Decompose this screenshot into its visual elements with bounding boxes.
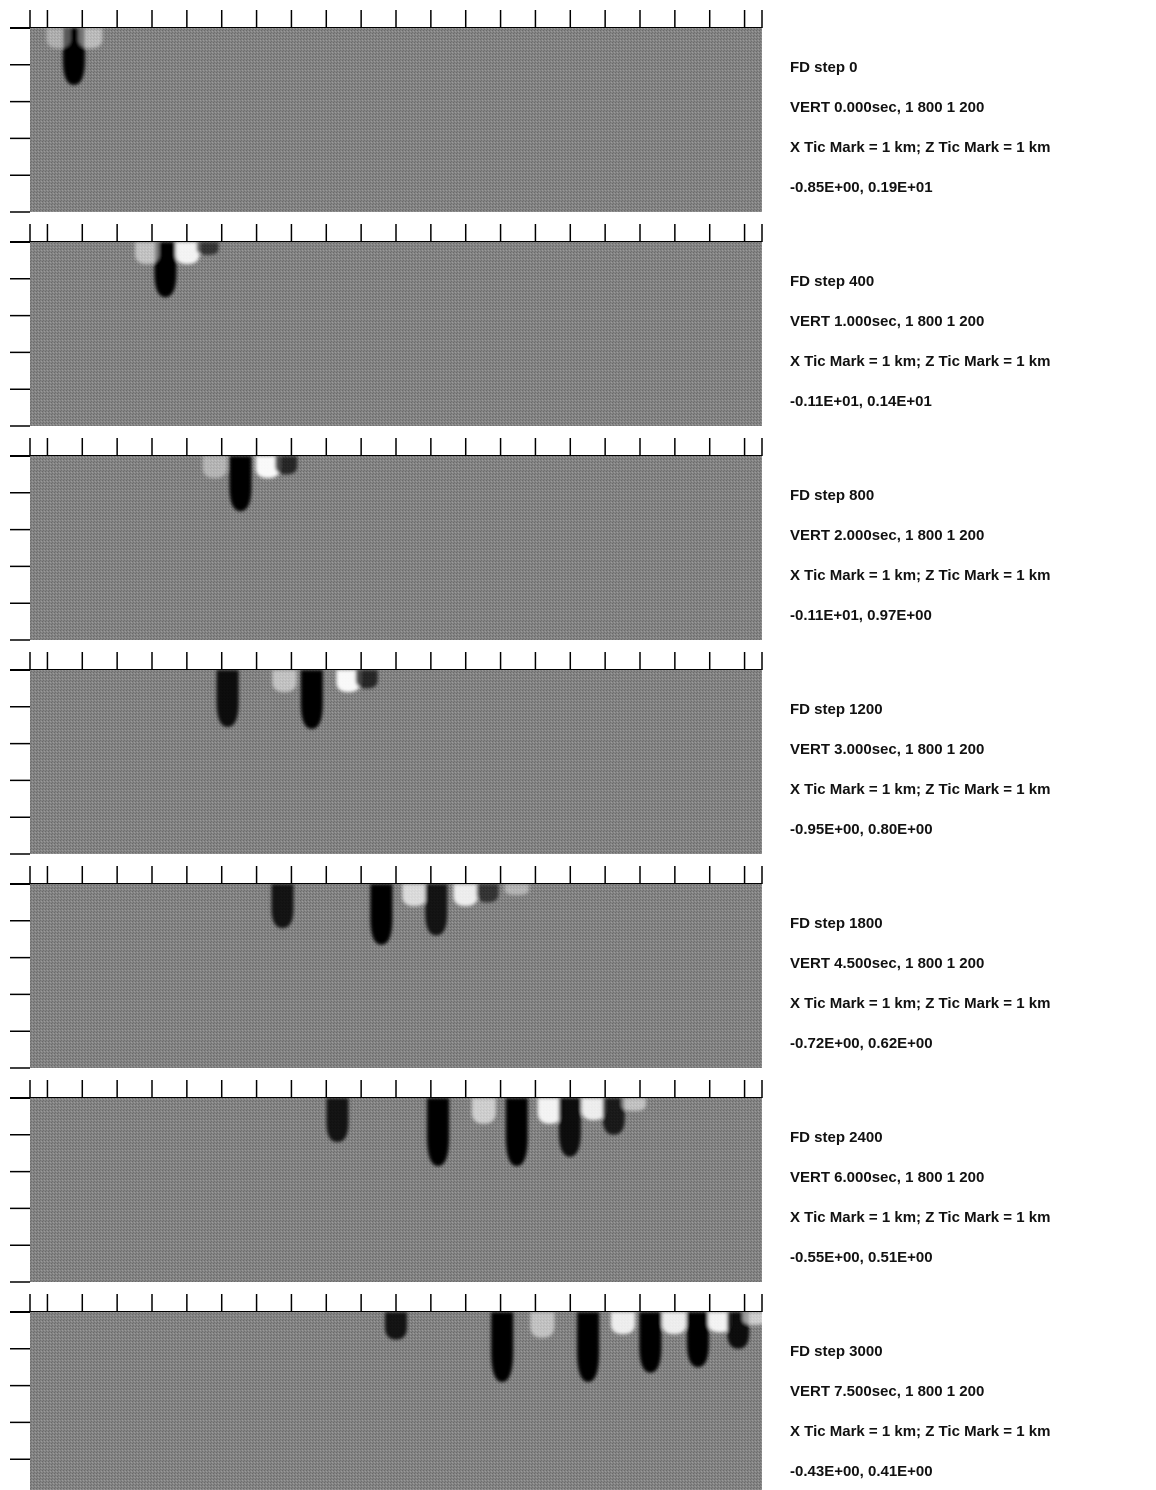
positive-wavefront-lobe	[742, 1312, 762, 1325]
amplitude-range-label: -0.11E+01, 0.97E+00	[790, 607, 932, 624]
wavefield-image	[30, 242, 762, 426]
positive-wavefront-lobe	[707, 1312, 732, 1333]
snapshot-panel: FD step 3000 VERT 7.500sec, 1 800 1 200 X …	[10, 1294, 1050, 1490]
positive-wavefront-lobe	[46, 28, 71, 49]
negative-wavefront-lobe	[154, 242, 177, 298]
fd-step-label: FD step 0	[790, 59, 858, 76]
negative-wavefront-lobe	[216, 670, 239, 728]
negative-wavefront-lobe	[602, 1098, 625, 1135]
fd-step-label: FD step 3000	[790, 1343, 883, 1360]
wavefield-image	[30, 884, 762, 1068]
negative-wavefront-lobe	[355, 670, 378, 689]
amplitude-range-label: -0.55E+00, 0.51E+00	[790, 1249, 933, 1266]
tic-mark-label: X Tic Mark = 1 km; Z Tic Mark = 1 km	[790, 995, 1050, 1012]
snapshot-panel: FD step 0 VERT 0.000sec, 1 800 1 200 X Tic…	[10, 10, 1050, 213]
vert-time-label: VERT 1.000sec, 1 800 1 200	[790, 313, 984, 330]
positive-wavefront-lobe	[471, 1098, 496, 1124]
vert-time-label: VERT 7.500sec, 1 800 1 200	[790, 1383, 984, 1400]
wavefield-image	[30, 1098, 762, 1282]
fd-step-label: FD step 800	[790, 487, 874, 504]
positive-wavefront-lobe	[537, 1098, 562, 1124]
positive-wavefront-lobe	[402, 884, 427, 907]
negative-wavefront-lobe	[229, 456, 252, 512]
snapshot-panel: FD step 800 VERT 2.000sec, 1 800 1 200 X T…	[10, 438, 1050, 641]
amplitude-range-label: -0.85E+00, 0.19E+01	[790, 179, 933, 196]
tic-mark-label: X Tic Mark = 1 km; Z Tic Mark = 1 km	[790, 1209, 1050, 1226]
negative-wavefront-lobe	[385, 1312, 407, 1340]
negative-wavefront-lobe	[300, 670, 323, 729]
positive-wavefront-lobe	[135, 242, 160, 265]
snapshot-panel: FD step 400 VERT 1.000sec, 1 800 1 200 X T…	[10, 224, 1050, 427]
positive-wavefront-lobe	[255, 456, 280, 479]
vert-time-label: VERT 0.000sec, 1 800 1 200	[790, 99, 984, 116]
snapshot-panel: FD step 1200 VERT 3.000sec, 1 800 1 200 X …	[10, 652, 1050, 855]
negative-wavefront-lobe	[425, 884, 448, 936]
positive-wavefront-lobe	[175, 242, 200, 265]
fd-step-label: FD step 2400	[790, 1129, 883, 1146]
negative-wavefront-lobe	[476, 884, 499, 903]
negative-wavefront-lobe	[326, 1098, 349, 1143]
positive-wavefront-lobe	[202, 456, 227, 479]
wavefield-image	[30, 456, 762, 640]
negative-wavefront-lobe	[558, 1098, 581, 1157]
positive-wavefront-lobe	[78, 28, 103, 49]
fd-step-label: FD step 1800	[790, 915, 883, 932]
tic-mark-label: X Tic Mark = 1 km; Z Tic Mark = 1 km	[790, 1423, 1050, 1440]
tic-mark-label: X Tic Mark = 1 km; Z Tic Mark = 1 km	[790, 781, 1050, 798]
vert-time-label: VERT 3.000sec, 1 800 1 200	[790, 741, 984, 758]
tic-mark-label: X Tic Mark = 1 km; Z Tic Mark = 1 km	[790, 139, 1050, 156]
amplitude-range-label: -0.72E+00, 0.62E+00	[790, 1035, 933, 1052]
negative-wavefront-lobe	[370, 884, 393, 945]
wavefield-image	[30, 670, 762, 854]
negative-wavefront-lobe	[639, 1312, 662, 1373]
negative-wavefront-lobe	[505, 1098, 528, 1167]
negative-wavefront-lobe	[491, 1312, 514, 1382]
wavefield-image	[30, 28, 762, 212]
tic-mark-label: X Tic Mark = 1 km; Z Tic Mark = 1 km	[790, 567, 1050, 584]
vert-time-label: VERT 4.500sec, 1 800 1 200	[790, 955, 984, 972]
positive-wavefront-lobe	[272, 670, 297, 693]
negative-wavefront-lobe	[577, 1312, 600, 1382]
tic-mark-label: X Tic Mark = 1 km; Z Tic Mark = 1 km	[790, 353, 1050, 370]
positive-wavefront-lobe	[581, 1098, 606, 1121]
negative-wavefront-lobe	[196, 242, 219, 255]
positive-wavefront-lobe	[610, 1312, 635, 1335]
negative-wavefront-lobe	[686, 1312, 709, 1368]
negative-wavefront-lobe	[271, 884, 294, 929]
positive-wavefront-lobe	[504, 884, 529, 896]
positive-wavefront-lobe	[530, 1312, 555, 1338]
vert-time-label: VERT 6.000sec, 1 800 1 200	[790, 1169, 984, 1186]
amplitude-range-label: -0.11E+01, 0.14E+01	[790, 393, 932, 410]
negative-wavefront-lobe	[427, 1098, 450, 1167]
positive-wavefront-lobe	[621, 1098, 646, 1111]
amplitude-range-label: -0.43E+00, 0.41E+00	[790, 1463, 933, 1480]
negative-wavefront-lobe	[275, 456, 298, 475]
snapshot-panel: FD step 1800 VERT 4.500sec, 1 800 1 200 X …	[10, 866, 1050, 1069]
snapshot-panel: FD step 2400 VERT 6.000sec, 1 800 1 200 X …	[10, 1080, 1050, 1283]
fd-step-label: FD step 1200	[790, 701, 883, 718]
positive-wavefront-lobe	[336, 670, 361, 693]
vert-time-label: VERT 2.000sec, 1 800 1 200	[790, 527, 984, 544]
positive-wavefront-lobe	[453, 884, 478, 907]
amplitude-range-label: -0.95E+00, 0.80E+00	[790, 821, 933, 838]
fd-step-label: FD step 400	[790, 273, 874, 290]
positive-wavefront-lobe	[662, 1312, 687, 1335]
